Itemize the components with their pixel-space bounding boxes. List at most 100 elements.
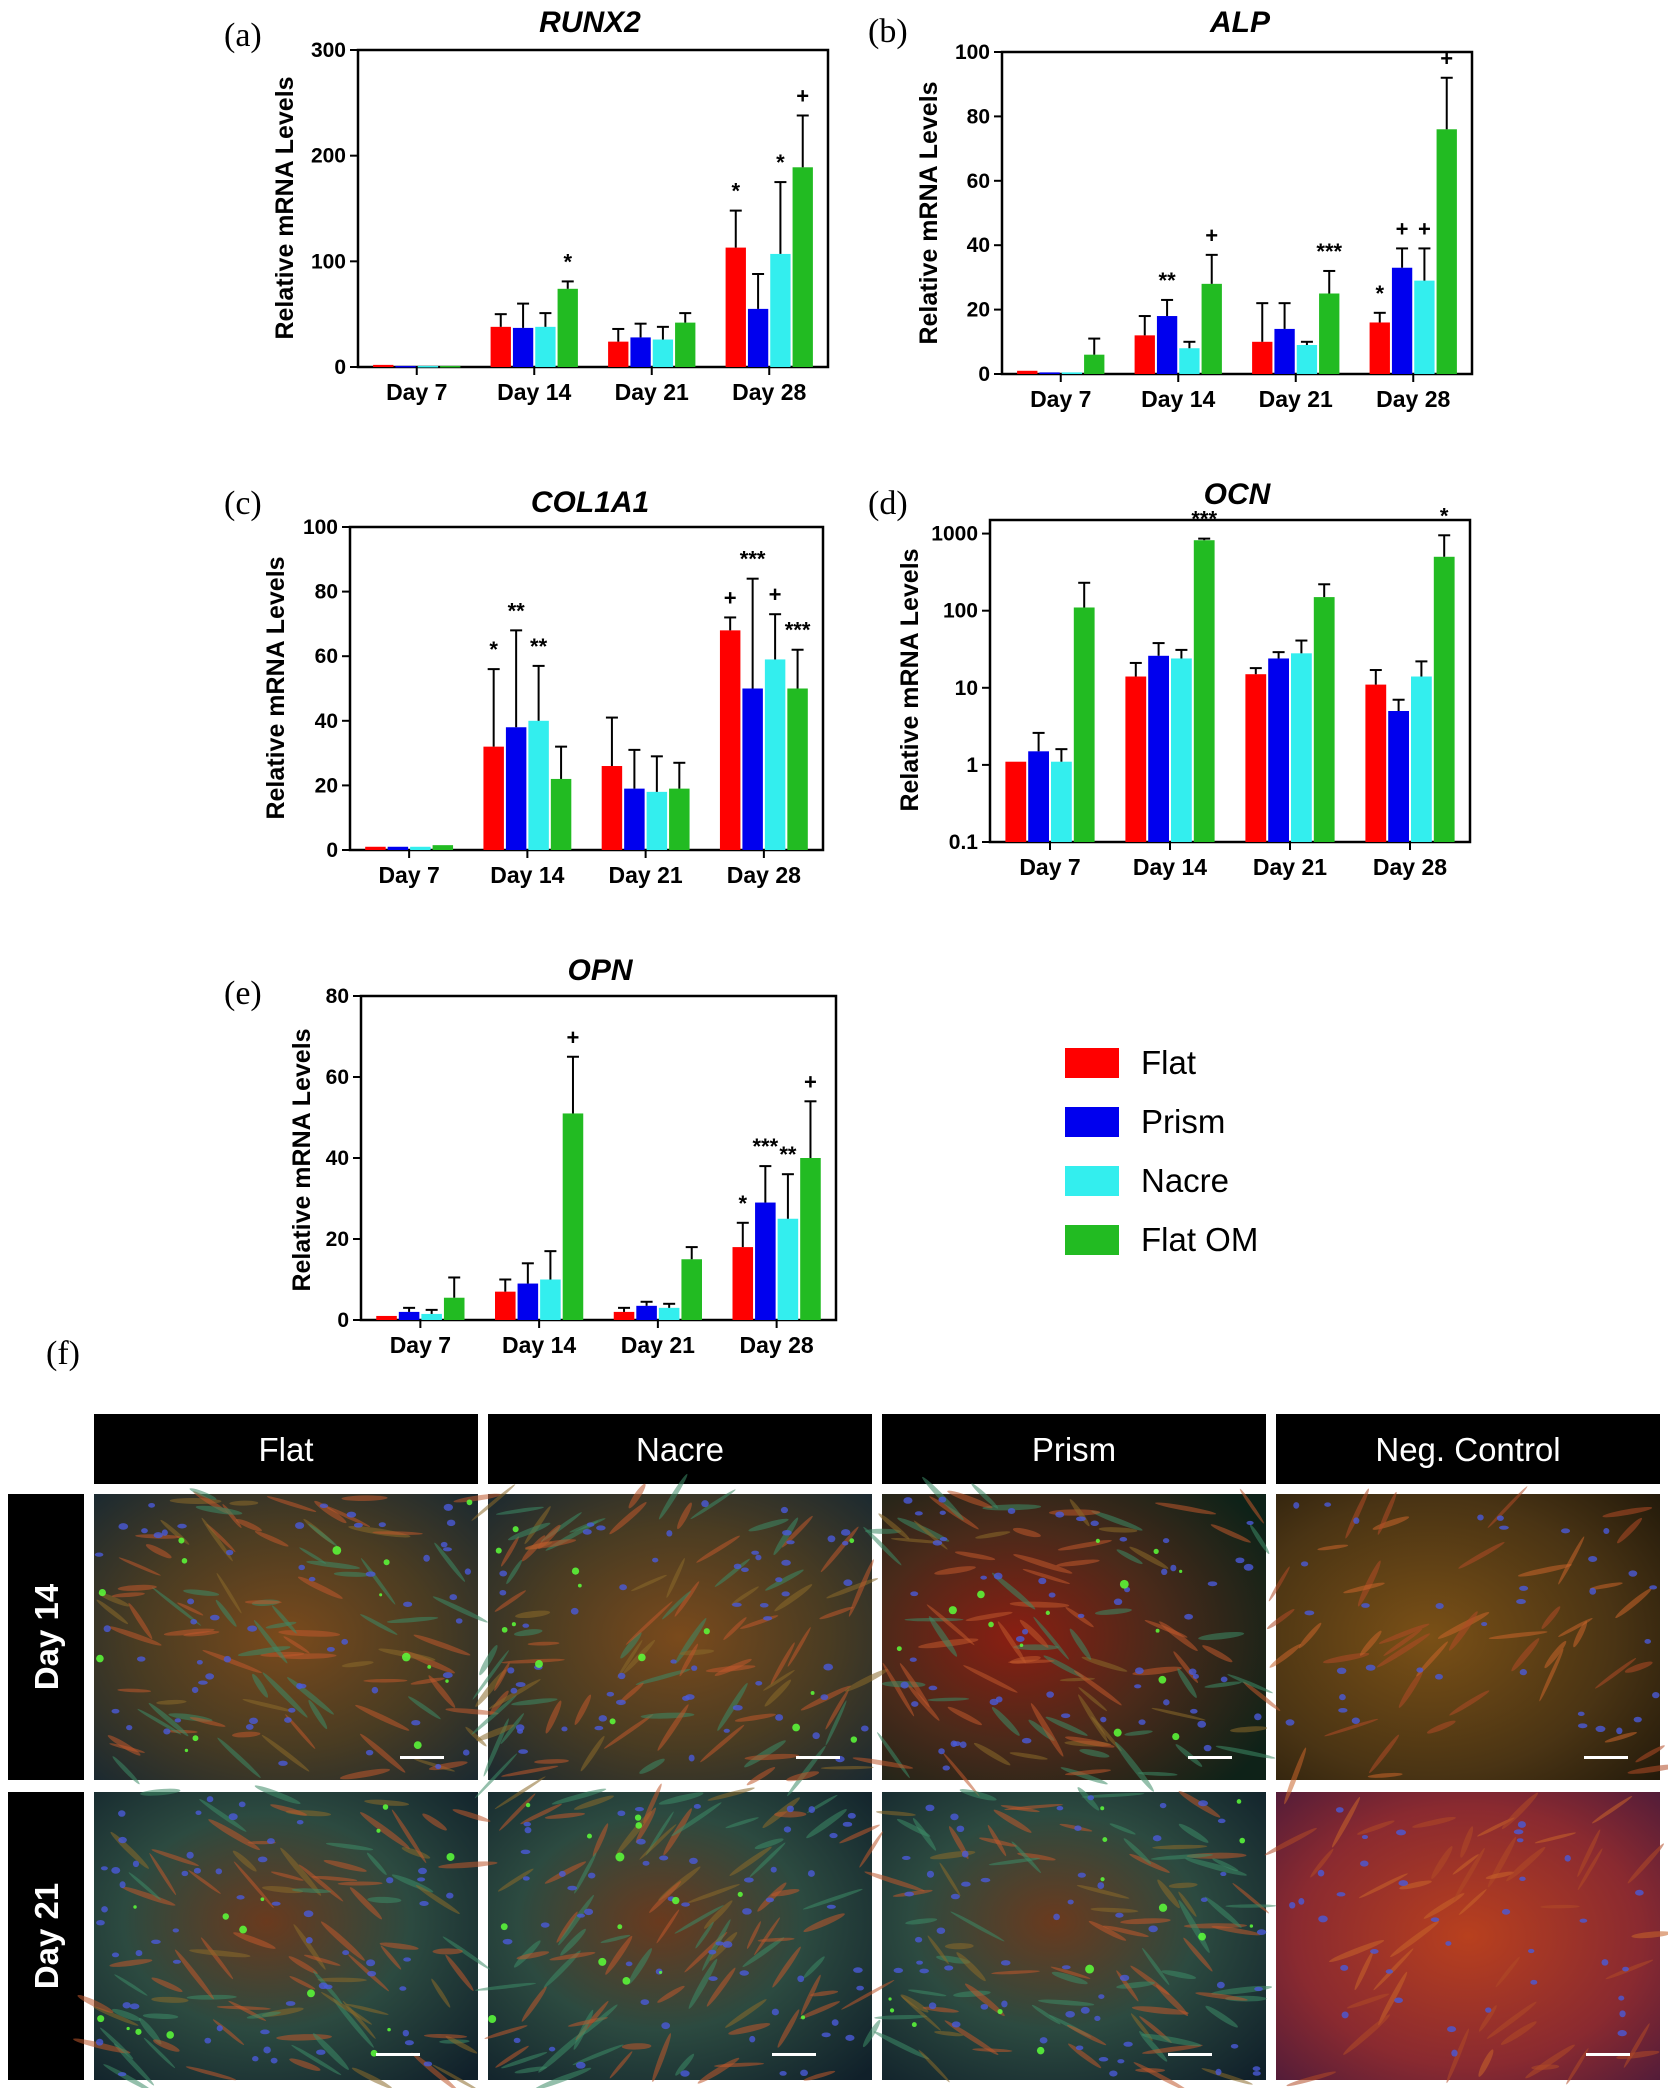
nucleus	[950, 1893, 960, 1900]
significance-marker: **	[779, 1142, 797, 1167]
cell-fiber	[947, 1490, 993, 1509]
cell-fiber	[997, 1621, 1026, 1664]
nucleus	[223, 1655, 232, 1663]
nucleus	[903, 1497, 913, 1504]
nucleus	[1077, 1872, 1086, 1878]
cell-fiber	[514, 1629, 543, 1637]
nucleus	[779, 2070, 787, 2076]
cell-fiber	[1129, 1546, 1169, 1569]
nucleus	[1385, 1969, 1394, 1974]
nucleus	[980, 1877, 991, 1883]
cell-fiber	[1595, 1658, 1637, 1689]
micrograph-row-day21: Day 21	[8, 1792, 84, 2080]
cell-fiber	[1589, 1582, 1623, 1590]
cell-fiber	[379, 1942, 419, 1950]
bar	[440, 365, 461, 368]
nucleus	[691, 1665, 698, 1671]
nucleus	[284, 1717, 292, 1723]
cell-fiber	[341, 1661, 374, 1668]
plot-frame	[988, 518, 1472, 844]
nucleus	[499, 1570, 508, 1577]
cell-fiber	[1210, 1524, 1251, 1543]
nucleus	[1207, 1581, 1218, 1587]
scale-bar	[1168, 2053, 1212, 2056]
cell-fiber	[271, 1605, 297, 1634]
nucleus	[119, 1881, 126, 1889]
nucleus	[829, 1832, 838, 1839]
cell-fiber	[625, 1601, 673, 1645]
cell-fiber	[500, 1713, 525, 1745]
cell-fiber	[432, 1596, 488, 1623]
cell-fiber	[658, 1792, 704, 1805]
cell-fiber	[757, 1937, 795, 1942]
cell-fiber	[1495, 1956, 1520, 1988]
cell-fiber	[954, 1551, 996, 1561]
nucleus	[659, 1855, 669, 1861]
chart-title-d: OCN	[1204, 478, 1272, 511]
legend-swatch-flat-om	[1065, 1225, 1119, 1255]
nucleus	[1148, 1925, 1158, 1933]
cell-fiber	[1317, 1544, 1349, 1551]
cell-fiber	[725, 1817, 759, 1829]
cell-fiber	[705, 1665, 756, 1673]
nucleus	[1075, 2045, 1084, 2051]
nucleus	[636, 1838, 646, 1845]
bar	[512, 327, 534, 367]
scale-bar	[400, 1756, 444, 1759]
nucleus	[1098, 2057, 1109, 2062]
bar	[483, 746, 504, 850]
nucleus	[928, 2002, 937, 2010]
x-tick-label: Day 21	[621, 1332, 695, 1358]
green-spot	[387, 2027, 391, 2032]
cell-fiber	[703, 1900, 733, 1929]
green-spot	[1153, 1548, 1159, 1554]
green-spot	[239, 1925, 248, 1934]
chart-title-c: COL1A1	[531, 486, 649, 519]
nucleus	[951, 2021, 961, 2028]
nucleus	[950, 1813, 959, 1821]
cell-fiber	[1591, 1796, 1633, 1824]
cell-fiber	[1161, 1970, 1197, 1980]
nucleus	[682, 1695, 690, 1701]
cell-fiber	[423, 2034, 468, 2039]
nucleus	[366, 1959, 376, 1967]
nucleus	[365, 1571, 376, 1577]
nucleus	[1618, 1995, 1625, 2001]
scale-bar	[376, 2053, 420, 2056]
cell-fiber	[1239, 1488, 1264, 1524]
cell-fiber	[864, 1871, 925, 1892]
nucleus	[502, 1938, 513, 1945]
nucleus	[204, 2037, 212, 2044]
green-spot	[1113, 1728, 1122, 1737]
nucleus	[1341, 2011, 1349, 2019]
cell-fiber	[852, 1757, 914, 1769]
cell-fiber	[112, 2008, 142, 2022]
bar	[395, 365, 416, 368]
cell-fiber	[1367, 1772, 1403, 1778]
nucleus	[523, 1821, 532, 1827]
nucleus	[515, 1682, 526, 1687]
cell-fiber	[270, 1871, 304, 1881]
nucleus	[135, 1950, 143, 1957]
micrograph-row-day14: Day 14	[8, 1494, 84, 1780]
nucleus	[94, 1552, 104, 1557]
nucleus	[1652, 1692, 1660, 1699]
cell-fiber	[948, 1826, 969, 1859]
significance-marker: **	[530, 634, 548, 659]
nucleus	[1353, 1517, 1360, 1524]
bar	[557, 288, 578, 367]
cell-fiber	[1602, 1506, 1653, 1518]
nucleus	[860, 1725, 869, 1732]
cell-fiber	[927, 1935, 949, 1965]
significance-marker: **	[1159, 268, 1177, 293]
cell-fiber	[1183, 1937, 1213, 1972]
cell-fiber	[1298, 1622, 1322, 1649]
cell-fiber	[148, 1702, 189, 1737]
cell-fiber	[1264, 1827, 1317, 1856]
cell-fiber	[950, 1911, 1005, 1942]
cell-fiber	[1168, 1882, 1198, 1889]
green-spot	[383, 1559, 390, 1566]
cell-fiber	[1120, 1918, 1171, 1925]
x-tick-label: Day 14	[1141, 386, 1215, 412]
nucleus	[959, 1741, 967, 1749]
